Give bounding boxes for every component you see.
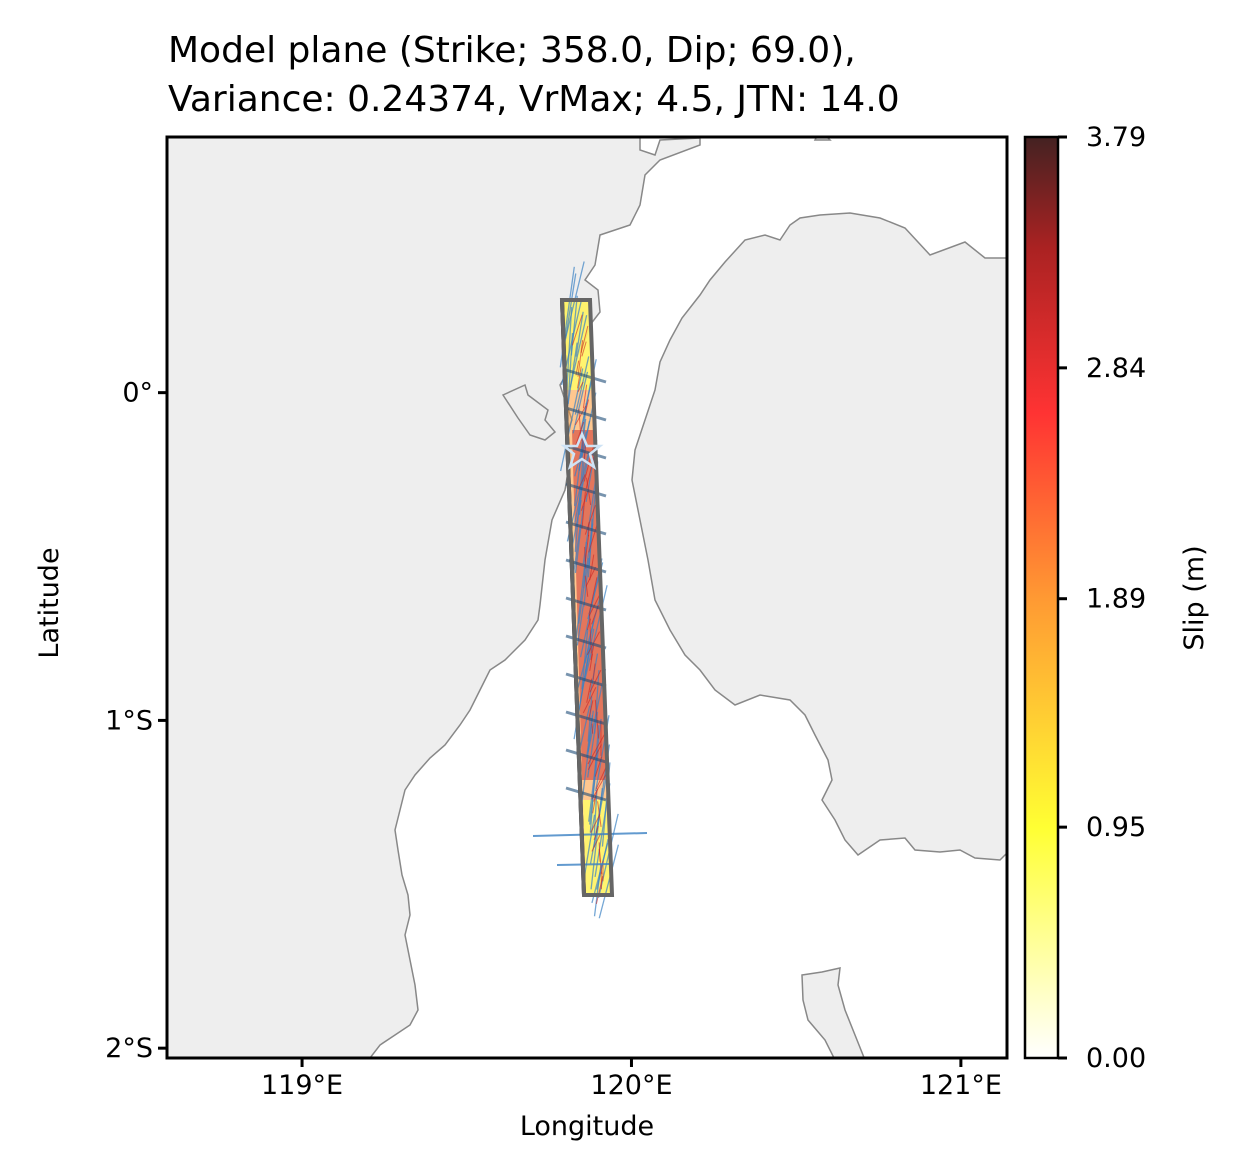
- slip-vector-dark: [565, 786, 607, 802]
- y-axis-label: Latitude: [34, 547, 65, 658]
- slip-vector-red: [577, 366, 582, 389]
- slip-vector-red: [589, 669, 602, 693]
- slip-vector-red: [592, 663, 596, 680]
- colorbar: 0.00 0.95 1.89 2.84 3.79 Slip (m): [1023, 122, 1210, 1074]
- slip-vector: [589, 750, 599, 825]
- slip-vector-red: [593, 826, 599, 841]
- slip-vector-field: [532, 261, 648, 919]
- x-tick-label: 121°E: [920, 1070, 1002, 1101]
- colorbar-tick-label: 3.79: [1086, 122, 1146, 153]
- figure-title-line-1: Model plane (Strike; 358.0, Dip; 69.0),: [168, 30, 856, 71]
- colorbar-ticks: 0.00 0.95 1.89 2.84 3.79: [1058, 122, 1146, 1074]
- slip-vector-dark: [565, 444, 607, 460]
- slip-vector-red: [571, 314, 583, 346]
- slip-vector: [574, 458, 584, 552]
- slip-vector-red: [584, 399, 590, 413]
- y-tick-label: 1°S: [105, 705, 153, 736]
- slip-vector-red: [577, 340, 584, 377]
- slip-vector: [573, 418, 587, 507]
- slip-vector-red: [577, 381, 584, 392]
- slip-vector: [590, 788, 603, 890]
- slip-vector-dark: [565, 710, 607, 726]
- colorbar-tick-label: 0.00: [1086, 1043, 1146, 1074]
- slip-vector: [578, 523, 594, 624]
- slip-vector-red: [582, 687, 597, 714]
- colorbar-label: Slip (m): [1179, 545, 1210, 650]
- slip-vector-red: [583, 444, 586, 462]
- slip-vector-dark: [565, 672, 607, 688]
- colorbar-tick-label: 0.95: [1086, 812, 1146, 843]
- slip-vector-red: [574, 421, 585, 447]
- slip-vector-dark: [565, 748, 607, 764]
- slip-vector-red: [593, 788, 599, 802]
- slip-vector-red: [590, 814, 601, 833]
- land-small-island: [501, 383, 557, 441]
- slip-vector-red: [588, 577, 598, 615]
- slip-vector-dark: [565, 368, 607, 384]
- model-plane-outline: [559, 298, 615, 897]
- slip-vector: [598, 844, 620, 919]
- slip-vector: [580, 710, 594, 813]
- slip-vector-red: [588, 700, 594, 720]
- slip-vector-red: [591, 833, 602, 852]
- slip-vector: [574, 356, 590, 415]
- colorbar-gradient: [1023, 135, 1060, 1060]
- slip-vector: [574, 554, 587, 644]
- slip-vector: [576, 642, 591, 693]
- slip-vector-red: [598, 848, 603, 875]
- fault-slip-model: [532, 261, 648, 919]
- slip-vector-red: [589, 653, 594, 671]
- star-icon: [560, 430, 604, 470]
- figure-title-line-2: Variance: 0.24374, VrMax; 4.5, JTN: 14.0: [168, 79, 900, 120]
- slip-vector: [572, 371, 589, 434]
- colorbar-tick-label: 2.84: [1086, 353, 1146, 384]
- map-frame: [165, 135, 1009, 1060]
- y-tick-label: 2°S: [105, 1033, 153, 1064]
- slip-vector-red: [580, 325, 589, 354]
- slip-vector: [587, 711, 599, 778]
- slip-vector: [575, 311, 584, 357]
- slip-vector-red: [595, 876, 604, 904]
- slip-vector-red: [591, 723, 594, 734]
- slip-vector-dark: [565, 482, 607, 498]
- slip-vector-red: [591, 771, 608, 800]
- slip-vector-red: [581, 491, 586, 530]
- x-tick-label: 120°E: [590, 1070, 672, 1101]
- slip-vector: [566, 342, 578, 412]
- x-axis-label: Longitude: [520, 1111, 654, 1142]
- slip-vector: [564, 273, 577, 344]
- slip-vector: [583, 585, 608, 682]
- slip-vector-red: [582, 384, 588, 409]
- slip-vector: [532, 832, 648, 837]
- slip-vector-red: [585, 566, 597, 587]
- slip-vector-red: [592, 795, 597, 814]
- land-east-sulawesi: [631, 137, 1007, 861]
- slip-vector-red: [584, 535, 590, 562]
- slip-vector-red: [574, 405, 587, 426]
- slip-vector-red: [594, 699, 600, 739]
- slip-vector-red: [581, 341, 587, 357]
- land-southern-island: [801, 967, 866, 1058]
- slip-vector-dark: [565, 406, 607, 422]
- map-axis-ticks: 119°E 120°E 121°E 0° 1°S 2°S: [105, 378, 1002, 1101]
- slip-vector-red: [584, 575, 589, 597]
- slip-vector: [593, 863, 602, 917]
- colorbar-tick-label: 1.89: [1086, 584, 1146, 615]
- x-tick-label: 119°E: [261, 1070, 343, 1101]
- slip-vector: [583, 814, 596, 880]
- slip-vector: [579, 705, 591, 750]
- slip-vector: [560, 368, 584, 472]
- slip-vector-red: [597, 801, 602, 827]
- map-panel: 119°E 120°E 121°E 0° 1°S 2°S: [105, 135, 1009, 1101]
- y-tick-label: 0°: [122, 378, 153, 409]
- slip-vector: [567, 332, 574, 404]
